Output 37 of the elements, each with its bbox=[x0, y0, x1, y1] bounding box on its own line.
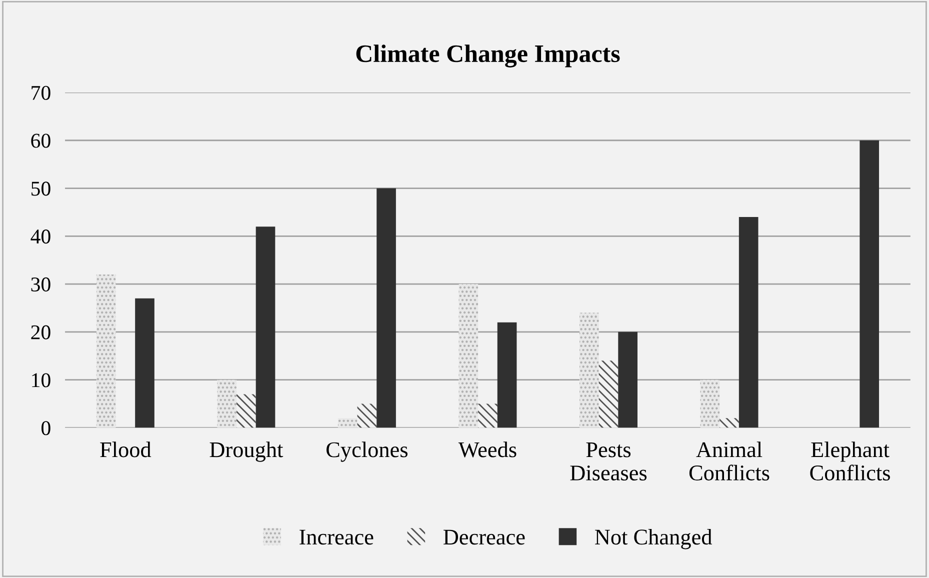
bar bbox=[256, 226, 276, 428]
bar bbox=[497, 322, 517, 428]
y-tick-label: 40 bbox=[30, 230, 50, 244]
x-tick-label: Elephant Conflicts bbox=[810, 442, 890, 480]
x-tick-label: Weeds bbox=[458, 442, 516, 458]
bar bbox=[458, 284, 478, 428]
y-tick-label: 30 bbox=[31, 277, 50, 292]
y-tick-label: 70 bbox=[32, 86, 50, 100]
legend-label: Not Changed bbox=[595, 528, 712, 550]
legend-label: Decreace bbox=[444, 530, 525, 545]
y-tick-label: 10 bbox=[32, 373, 50, 388]
x-tick-label: Animal Conflicts bbox=[689, 442, 770, 480]
bar bbox=[357, 404, 377, 428]
bar bbox=[598, 360, 618, 428]
x-tick-label: Pests Diseases bbox=[570, 442, 647, 480]
bar bbox=[217, 380, 237, 428]
x-tick-label: Flood bbox=[100, 442, 152, 458]
legend-label: Increace bbox=[300, 530, 374, 545]
bar bbox=[135, 298, 154, 428]
bar bbox=[376, 188, 396, 428]
chart-title: Climate Change Impacts bbox=[356, 44, 620, 68]
x-tick-label: Cyclones bbox=[326, 442, 408, 462]
y-tick-label: 50 bbox=[32, 182, 50, 196]
bar bbox=[738, 217, 758, 428]
y-tick-label: 0 bbox=[42, 421, 50, 436]
bar bbox=[338, 418, 358, 428]
y-tick-label: 60 bbox=[31, 134, 50, 148]
bar bbox=[618, 332, 638, 428]
x-tick-label: Drought bbox=[210, 442, 284, 462]
bar bbox=[720, 418, 739, 428]
bar bbox=[580, 312, 599, 428]
bar bbox=[236, 394, 256, 428]
bar bbox=[860, 140, 880, 428]
y-tick-label: 20 bbox=[31, 325, 50, 340]
bar bbox=[96, 274, 116, 428]
bar bbox=[478, 404, 498, 428]
bar bbox=[700, 380, 720, 428]
